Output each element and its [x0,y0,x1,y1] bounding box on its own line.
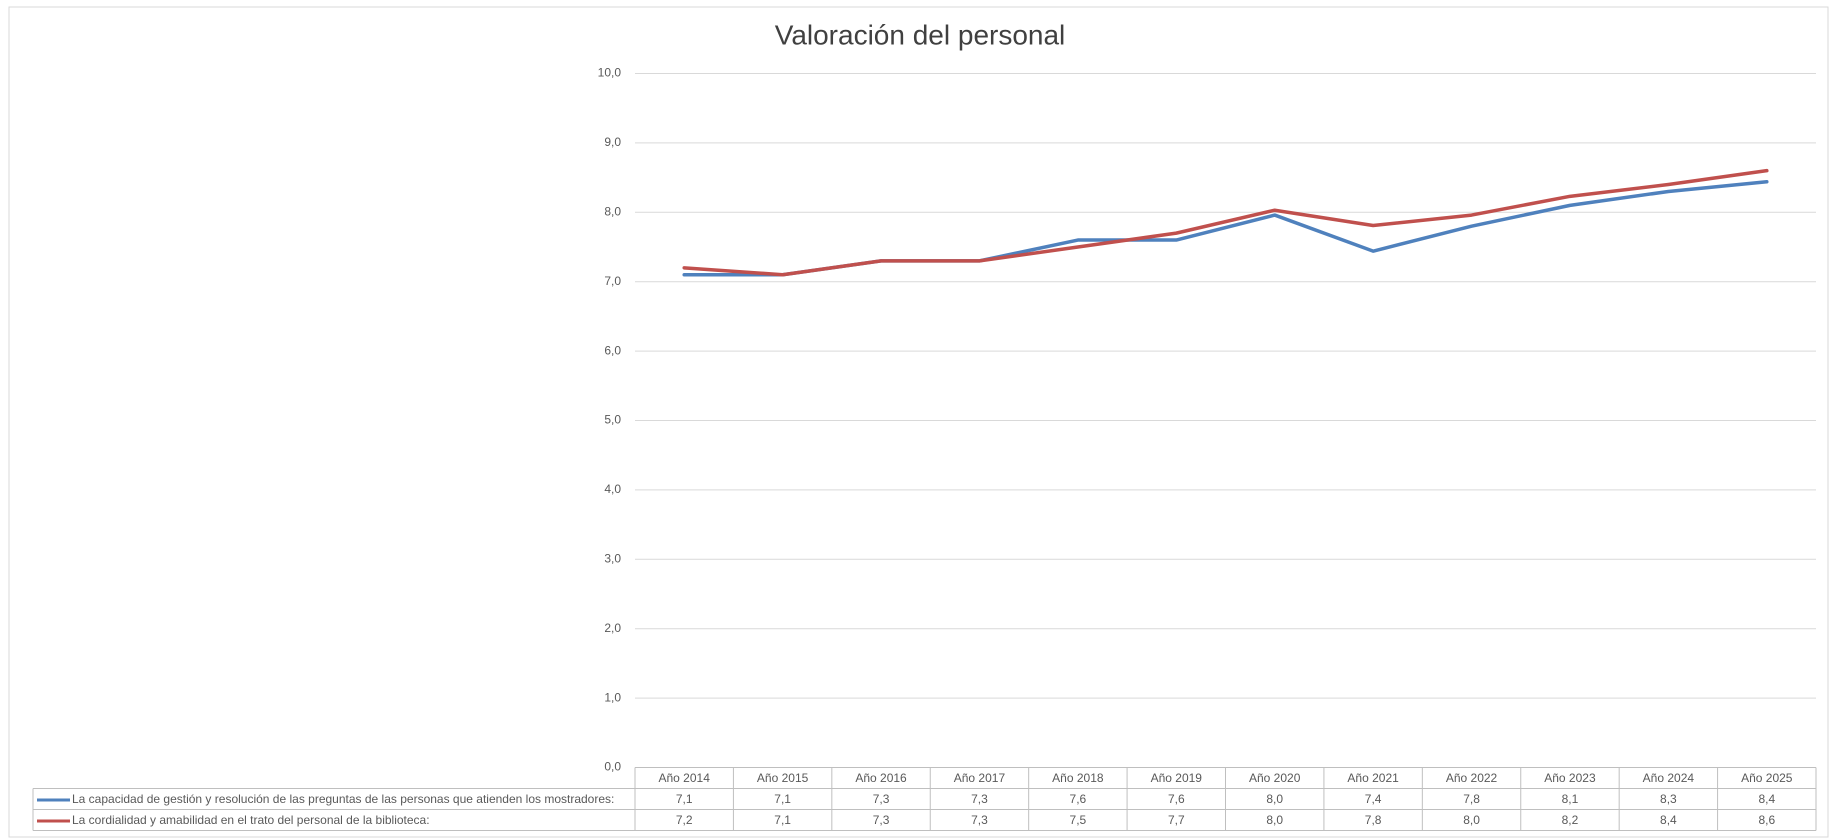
data-table-value: 8,0 [1463,813,1480,827]
data-table-value: 7,1 [676,792,693,806]
series-line [682,168,1769,277]
x-tick-label: Año 2024 [1643,771,1695,785]
data-table-value: 8,4 [1660,813,1677,827]
y-tick-label: 9,0 [604,135,621,149]
y-tick-label: 4,0 [604,482,621,496]
x-tick-label: Año 2025 [1741,771,1793,785]
data-table-value: 8,0 [1266,792,1283,806]
x-tick-label: Año 2015 [757,771,809,785]
data-table-value: 7,3 [971,813,988,827]
data-table-value: 7,1 [774,792,791,806]
x-tick-label: Año 2019 [1151,771,1203,785]
data-table-value: 7,3 [971,792,988,806]
x-tick-label: Año 2020 [1249,771,1301,785]
x-tick-label: Año 2018 [1052,771,1104,785]
data-table-value: 8,2 [1562,813,1579,827]
y-tick-label: 8,0 [604,204,621,218]
data-table-value: 7,6 [1168,792,1185,806]
y-tick-label: 5,0 [604,413,621,427]
chart-border [8,6,1829,838]
data-table-value: 8,4 [1758,792,1775,806]
legend-label: La capacidad de gestión y resolución de … [72,792,614,806]
y-tick-label: 3,0 [604,551,621,565]
y-tick-label: 10,0 [598,66,622,80]
data-table-value: 7,7 [1168,813,1185,827]
x-tick-label: Año 2023 [1544,771,1596,785]
y-tick-label: 2,0 [604,621,621,635]
legend-label: La cordialidad y amabilidad en el trato … [72,813,430,827]
data-table-value: 7,2 [676,813,693,827]
data-table-value: 7,3 [873,792,890,806]
data-table-value: 7,5 [1070,813,1087,827]
x-tick-label: Año 2014 [659,771,711,785]
data-table-value: 8,1 [1562,792,1579,806]
y-tick-label: 1,0 [604,690,621,704]
data-table-value: 8,3 [1660,792,1677,806]
chart-title: Valoración del personal [775,19,1066,50]
data-table-value: 7,1 [774,813,791,827]
data-table-value: 7,4 [1365,792,1382,806]
series-line [682,180,1769,277]
data-table-value: 7,8 [1365,813,1382,827]
x-tick-label: Año 2022 [1446,771,1498,785]
data-table-value: 8,6 [1758,813,1775,827]
data-table-value: 7,8 [1463,792,1480,806]
y-tick-label: 0,0 [604,760,621,774]
x-tick-label: Año 2016 [855,771,907,785]
data-table-value: 7,3 [873,813,890,827]
y-tick-label: 7,0 [604,274,621,288]
y-tick-label: 6,0 [604,343,621,357]
data-table-value: 7,6 [1070,792,1087,806]
x-tick-label: Año 2017 [954,771,1006,785]
data-table-value: 8,0 [1266,813,1283,827]
x-tick-label: Año 2021 [1347,771,1399,785]
